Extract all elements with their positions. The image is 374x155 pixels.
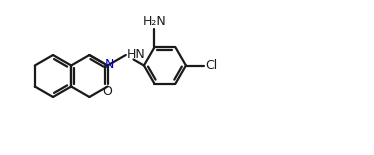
Text: Cl: Cl xyxy=(205,59,217,72)
Text: N: N xyxy=(105,58,114,71)
Text: H₂N: H₂N xyxy=(142,15,166,28)
Text: O: O xyxy=(102,85,113,98)
Text: HN: HN xyxy=(127,48,146,61)
